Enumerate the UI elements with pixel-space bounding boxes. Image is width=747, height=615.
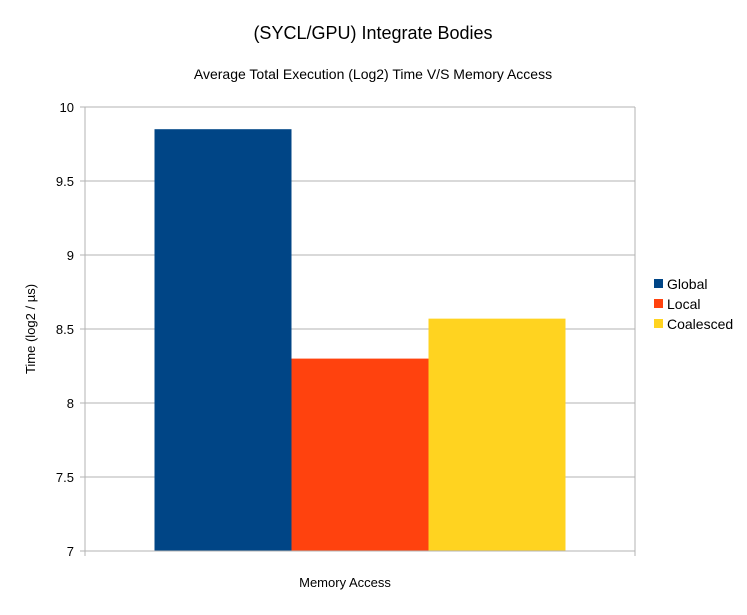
y-axis-label: Time (log2 / µs) — [23, 284, 38, 374]
legend-swatch-coalesced — [654, 319, 663, 328]
legend-label-coalesced: Coalesced — [667, 316, 733, 332]
y-tick-label: 7 — [67, 544, 74, 559]
y-tick-label: 9.5 — [56, 174, 74, 189]
y-tick-label: 9 — [67, 248, 74, 263]
bar-global — [154, 129, 292, 551]
x-axis-label: Memory Access — [299, 575, 391, 590]
axes: 7 7.5 8 8.5 9 9.5 10 — [56, 100, 636, 559]
bars — [154, 129, 566, 551]
legend: Global Local Coalesced — [654, 276, 733, 332]
bar-coalesced — [428, 318, 566, 551]
y-tick-label: 7.5 — [56, 470, 74, 485]
legend-label-global: Global — [667, 276, 707, 292]
legend-label-local: Local — [667, 296, 700, 312]
chart-subtitle: Average Total Execution (Log2) Time V/S … — [194, 66, 552, 82]
y-tick-label: 10 — [60, 100, 74, 115]
legend-swatch-local — [654, 299, 663, 308]
y-tick-label: 8 — [67, 396, 74, 411]
legend-swatch-global — [654, 279, 663, 288]
y-tick-label: 8.5 — [56, 322, 74, 337]
chart-title: (SYCL/GPU) Integrate Bodies — [253, 23, 492, 43]
bar-local — [291, 358, 429, 551]
